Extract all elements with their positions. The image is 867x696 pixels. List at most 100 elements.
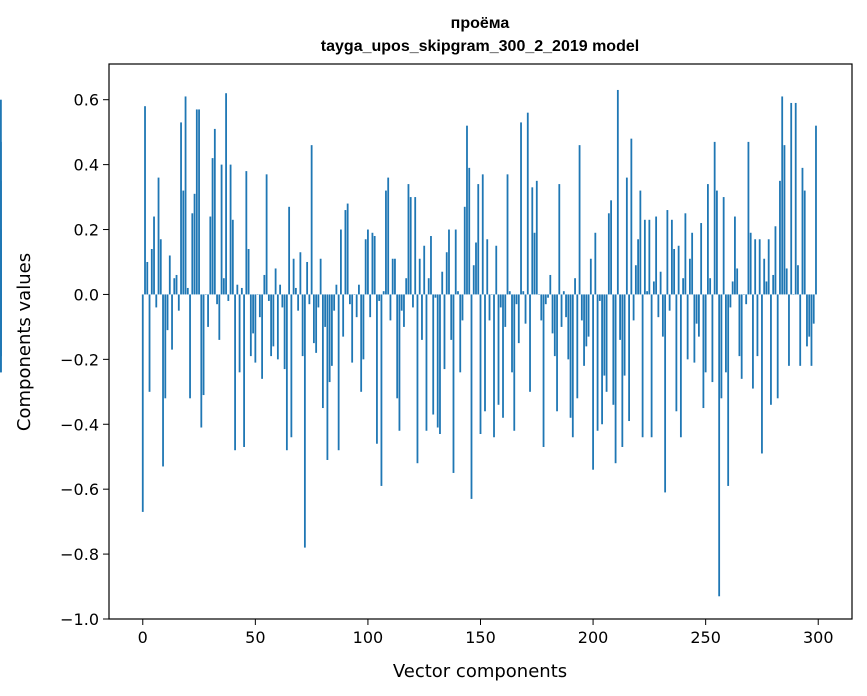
bar (763, 258, 766, 295)
bar (321, 294, 324, 409)
bar (209, 216, 212, 295)
bar (815, 125, 817, 295)
bar (702, 294, 705, 409)
bar (394, 258, 396, 295)
bar (580, 294, 583, 321)
bar (367, 229, 369, 295)
bar (502, 294, 504, 418)
bar (643, 219, 646, 295)
bar (207, 294, 209, 327)
bar (761, 294, 763, 454)
bar (801, 167, 804, 295)
bar (423, 245, 426, 295)
chart-subtitle: tayga_upos_skipgram_300_2_2019 model (321, 38, 639, 55)
y-axis-ticks: −1.0 −0.8 −0.6 −0.4 −0.2 0.0 0.2 0.4 0.6 (60, 91, 109, 629)
bar (513, 294, 516, 431)
bar (461, 294, 464, 321)
bar (661, 294, 664, 337)
chart-title: проёма (451, 15, 510, 32)
bar (463, 206, 466, 295)
bar (285, 294, 288, 451)
bar (472, 265, 475, 295)
bar (758, 239, 761, 295)
bar (549, 274, 552, 295)
bar (276, 294, 279, 360)
bar (412, 294, 414, 308)
bar (598, 294, 601, 301)
bar (148, 294, 151, 392)
bar (164, 294, 167, 399)
bar (344, 210, 347, 295)
bar (445, 252, 448, 295)
y-tick-label: 0.6 (74, 91, 99, 110)
bar (290, 294, 293, 438)
bar (225, 93, 227, 295)
bar (182, 190, 185, 295)
bar (740, 294, 743, 379)
bar (234, 294, 236, 451)
bar (670, 219, 673, 295)
bar (781, 96, 784, 295)
bar (562, 291, 565, 295)
bar (376, 294, 378, 444)
bar (450, 294, 453, 340)
bar (551, 294, 554, 334)
bar (364, 239, 367, 295)
bar (283, 294, 286, 370)
bar (648, 219, 651, 295)
x-tick-label: 250 (690, 628, 721, 647)
bar (328, 294, 331, 383)
bar (385, 190, 387, 295)
bar (619, 294, 621, 340)
bar (319, 258, 322, 295)
bar (605, 294, 608, 392)
bar (722, 197, 725, 295)
bar (520, 122, 522, 295)
bar (720, 294, 723, 399)
bar (294, 287, 297, 295)
bar (432, 294, 435, 415)
bar (684, 213, 687, 295)
bar (403, 294, 405, 327)
bar (186, 287, 189, 295)
bar (355, 294, 358, 318)
bar (506, 174, 509, 295)
bar (657, 294, 660, 318)
bar (529, 294, 531, 392)
bar (141, 294, 144, 512)
bar (682, 278, 685, 295)
bar (668, 294, 671, 311)
bar (358, 284, 360, 295)
bar (517, 294, 520, 344)
bar (711, 294, 714, 383)
bar (621, 294, 624, 447)
bar (144, 106, 146, 295)
bar (810, 294, 813, 366)
bar (0, 278, 2, 295)
bar (200, 294, 203, 428)
bar (369, 294, 372, 318)
bar (351, 294, 354, 363)
bar (396, 294, 399, 399)
bar (414, 197, 417, 295)
bar (470, 294, 473, 499)
bar (576, 294, 579, 399)
bar (240, 287, 243, 295)
x-tick-label: 0 (138, 628, 148, 647)
bar (567, 294, 570, 360)
bar (312, 294, 315, 344)
bar (430, 236, 432, 295)
bar (558, 184, 561, 295)
bar (362, 294, 365, 360)
bar (382, 291, 385, 295)
bar (679, 294, 682, 438)
bar (571, 294, 574, 438)
bar (389, 294, 392, 321)
bar (612, 294, 615, 405)
bar (556, 294, 558, 412)
bar (731, 281, 734, 295)
bar (441, 271, 444, 295)
bar (553, 294, 556, 357)
x-axis-label: Vector components (393, 661, 567, 682)
bar (153, 216, 155, 295)
